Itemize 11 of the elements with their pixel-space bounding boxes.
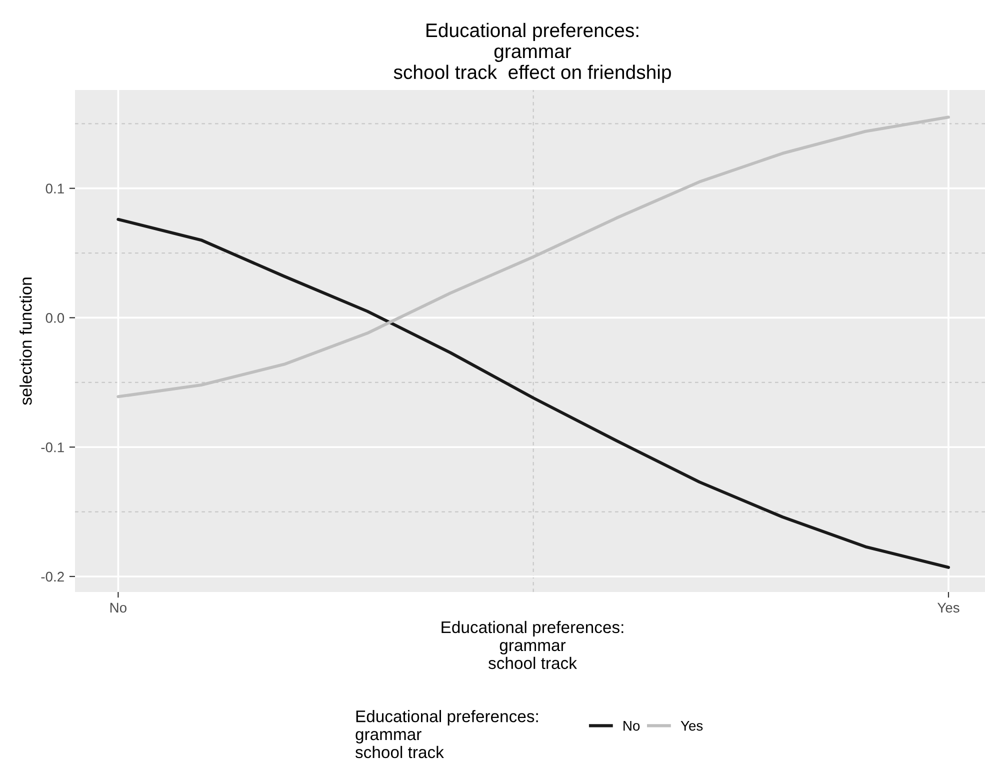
legend-label: Yes: [680, 721, 703, 731]
legend-label: No: [624, 721, 640, 731]
chart-title: Educational preferences: grammar school track effect on friendship: [394, 22, 671, 83]
y-tick-label: -0.2: [41, 572, 64, 582]
legend-title: Educational preferences: grammar school track: [355, 710, 538, 758]
y-tick-label: -0.1: [41, 442, 64, 452]
y-tick-label: 0.0: [46, 313, 64, 323]
line-series: [116, 218, 950, 569]
y-tick-label: 0.1: [46, 184, 64, 194]
x-axis-title: Educational preferences: grammar school track: [442, 620, 624, 670]
y-axis-title: selection function: [20, 278, 32, 405]
